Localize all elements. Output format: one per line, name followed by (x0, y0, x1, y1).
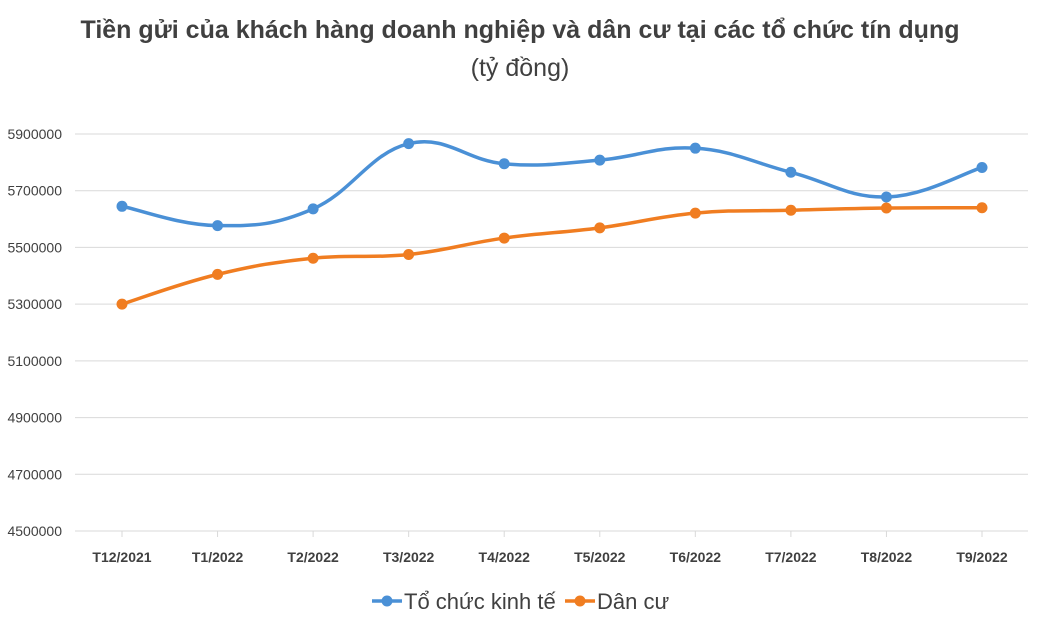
legend-label: Tổ chức kinh tế (404, 589, 556, 614)
x-tick-label: T4/2022 (479, 549, 531, 565)
chart-title: Tiền gửi của khách hàng doanh nghiệp và … (81, 16, 960, 44)
x-tick-label: T2/2022 (287, 549, 339, 565)
y-tick-label: 4500000 (7, 523, 62, 539)
data-point (689, 207, 701, 219)
data-point (880, 191, 892, 203)
x-tick-label: T12/2021 (92, 549, 151, 565)
y-tick-label: 5900000 (7, 126, 62, 142)
x-tick-label: T5/2022 (574, 549, 626, 565)
data-point (785, 166, 797, 178)
y-tick-label: 5300000 (7, 296, 62, 312)
y-tick-label: 5100000 (7, 353, 62, 369)
data-point (212, 220, 224, 232)
data-point (785, 204, 797, 216)
series-line-2 (120, 205, 984, 306)
data-point (212, 268, 224, 280)
data-point (307, 252, 319, 264)
legend-swatch-marker (574, 595, 586, 607)
data-point (116, 298, 128, 310)
data-point (116, 200, 128, 212)
data-point (594, 154, 606, 166)
x-tick-label: T3/2022 (383, 549, 435, 565)
data-point (976, 202, 988, 214)
x-tick-label: T6/2022 (670, 549, 722, 565)
data-point (498, 158, 510, 170)
data-point (689, 142, 701, 154)
y-tick-label: 5500000 (7, 239, 62, 255)
x-axis-ticks: T12/2021 T1/2022 T2/2022 T3/2022 T4/2022 T5/2… (92, 531, 1008, 565)
x-tick-label: T8/2022 (861, 549, 913, 565)
y-tick-label: 4700000 (7, 466, 62, 482)
x-tick-label: T9/2022 (956, 549, 1008, 565)
series-line-1 (120, 140, 984, 228)
series-layer (116, 138, 988, 310)
data-point (976, 161, 988, 173)
data-point (880, 202, 892, 214)
y-axis-ticks: 4500000 4700000 4900000 5100000 5300000 55000… (7, 126, 62, 539)
legend-swatch-marker (381, 595, 393, 607)
x-tick-label: T7/2022 (765, 549, 817, 565)
legend-label: Dân cư (597, 589, 669, 614)
data-point (403, 249, 415, 261)
y-tick-label: 5700000 (7, 183, 62, 199)
chart-subtitle: (tỷ đồng) (471, 54, 570, 82)
gridlines (75, 133, 1028, 532)
legend: Tổ chức kinh tế Dân cư (372, 589, 669, 614)
data-point (403, 138, 415, 150)
data-point (307, 203, 319, 215)
data-point (498, 232, 510, 244)
x-tick-label: T1/2022 (192, 549, 244, 565)
y-tick-label: 4900000 (7, 410, 62, 426)
data-point (594, 222, 606, 234)
